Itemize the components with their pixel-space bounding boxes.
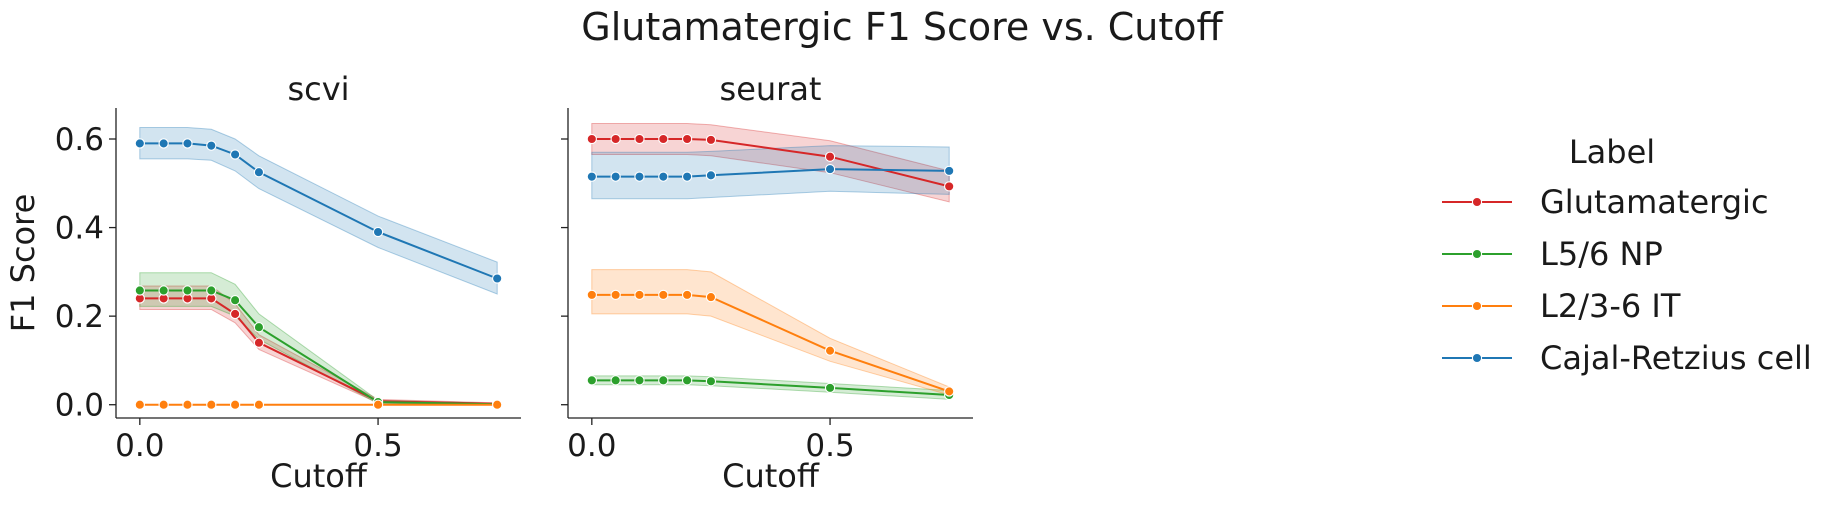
y-axis-label: F1 Score bbox=[4, 194, 42, 333]
point-scvi-l2-3-6-it bbox=[206, 399, 217, 410]
point-scvi-cajal-retzius-cell bbox=[229, 149, 241, 160]
panel-title-seurat: seurat bbox=[720, 70, 822, 108]
point-seurat-glutamatergic bbox=[634, 133, 645, 145]
y-tick-label: 0.0 bbox=[55, 388, 104, 424]
y-tick-label: 0.2 bbox=[55, 299, 104, 335]
x-axis-label-seurat: Cutoff bbox=[722, 457, 820, 495]
point-seurat-l5-6-np bbox=[705, 376, 717, 387]
point-seurat-l5-6-np bbox=[610, 375, 621, 386]
point-scvi-l2-3-6-it bbox=[372, 399, 384, 410]
legend-marker-glutamatergic bbox=[1471, 196, 1483, 208]
point-scvi-cajal-retzius-cell bbox=[253, 167, 265, 178]
legend-marker-l5-6-np bbox=[1471, 248, 1483, 260]
point-scvi-cajal-retzius-cell bbox=[492, 273, 503, 284]
point-seurat-l2-3-6-it bbox=[610, 289, 621, 301]
point-seurat-glutamatergic bbox=[586, 133, 597, 145]
point-seurat-l2-3-6-it bbox=[634, 289, 645, 301]
point-scvi-glutamatergic bbox=[253, 337, 265, 348]
point-seurat-cajal-retzius-cell bbox=[705, 170, 717, 181]
line-scvi-glutamatergic bbox=[139, 297, 498, 405]
point-scvi-glutamatergic bbox=[229, 308, 241, 320]
point-scvi-cajal-retzius-cell bbox=[372, 226, 384, 238]
point-scvi-l2-3-6-it bbox=[134, 399, 145, 410]
point-scvi-cajal-retzius-cell bbox=[158, 138, 169, 149]
legend-label-cajal-retzius-cell: Cajal-Retzius cell bbox=[1540, 339, 1812, 377]
point-seurat-cajal-retzius-cell bbox=[944, 165, 955, 177]
point-seurat-cajal-retzius-cell bbox=[681, 171, 693, 182]
point-seurat-cajal-retzius-cell bbox=[610, 171, 621, 182]
y-tick-label: 0.6 bbox=[55, 122, 104, 158]
point-seurat-l2-3-6-it bbox=[824, 345, 836, 356]
point-scvi-l2-3-6-it bbox=[492, 399, 503, 410]
point-scvi-cajal-retzius-cell bbox=[206, 140, 217, 151]
band-scvi-l5-6-np bbox=[139, 272, 498, 406]
x-tick-label-scvi: 0.5 bbox=[353, 428, 402, 464]
point-scvi-l5-6-np bbox=[158, 285, 169, 296]
point-seurat-glutamatergic bbox=[824, 151, 836, 162]
point-seurat-l5-6-np bbox=[634, 375, 645, 386]
legend-marker-cajal-retzius-cell bbox=[1471, 352, 1483, 364]
point-seurat-l2-3-6-it bbox=[658, 289, 669, 301]
point-scvi-l2-3-6-it bbox=[253, 399, 265, 410]
point-seurat-glutamatergic bbox=[681, 133, 693, 145]
point-scvi-l5-6-np bbox=[134, 285, 145, 296]
point-seurat-cajal-retzius-cell bbox=[586, 171, 597, 182]
band-scvi-cajal-retzius-cell bbox=[139, 127, 498, 295]
point-seurat-cajal-retzius-cell bbox=[824, 163, 836, 175]
y-tick-label: 0.4 bbox=[55, 211, 104, 247]
point-seurat-l2-3-6-it bbox=[681, 289, 693, 301]
point-scvi-l5-6-np bbox=[229, 295, 241, 306]
chart-title: Glutamatergic F1 Score vs. Cutoff bbox=[581, 5, 1223, 49]
point-scvi-l2-3-6-it bbox=[182, 399, 193, 410]
point-seurat-l5-6-np bbox=[586, 375, 597, 386]
x-tick-label-seurat: 0.0 bbox=[567, 428, 616, 464]
legend-label-l5-6-np: L5/6 NP bbox=[1540, 235, 1663, 273]
point-scvi-l5-6-np bbox=[206, 285, 217, 296]
x-tick-label-scvi: 0.0 bbox=[115, 428, 164, 464]
x-axis-label-scvi: Cutoff bbox=[270, 457, 368, 495]
point-seurat-l5-6-np bbox=[658, 375, 669, 386]
panel-title-scvi: scvi bbox=[287, 70, 349, 108]
point-seurat-glutamatergic bbox=[944, 181, 955, 192]
point-seurat-cajal-retzius-cell bbox=[658, 171, 669, 182]
point-scvi-l2-3-6-it bbox=[158, 399, 169, 410]
x-tick-label-seurat: 0.5 bbox=[805, 428, 854, 464]
legend-label-glutamatergic: Glutamatergic bbox=[1540, 183, 1769, 221]
point-seurat-l2-3-6-it bbox=[944, 386, 955, 397]
point-seurat-l5-6-np bbox=[681, 375, 693, 386]
point-scvi-cajal-retzius-cell bbox=[134, 138, 145, 149]
point-seurat-glutamatergic bbox=[705, 134, 717, 146]
point-scvi-cajal-retzius-cell bbox=[182, 138, 193, 149]
legend-marker-l2-3-6-it bbox=[1471, 300, 1483, 312]
point-seurat-glutamatergic bbox=[610, 133, 621, 145]
point-scvi-l5-6-np bbox=[253, 322, 265, 333]
legend-label-l2-3-6-it: L2/3-6 IT bbox=[1540, 287, 1681, 325]
point-seurat-cajal-retzius-cell bbox=[634, 171, 645, 182]
band-seurat-glutamatergic bbox=[591, 123, 950, 203]
legend-title: Label bbox=[1569, 133, 1655, 171]
point-seurat-glutamatergic bbox=[658, 133, 669, 145]
point-scvi-l2-3-6-it bbox=[229, 399, 241, 410]
point-seurat-l5-6-np bbox=[824, 382, 836, 394]
point-seurat-l2-3-6-it bbox=[705, 291, 717, 303]
point-seurat-l2-3-6-it bbox=[586, 289, 597, 301]
point-scvi-l5-6-np bbox=[182, 285, 193, 296]
